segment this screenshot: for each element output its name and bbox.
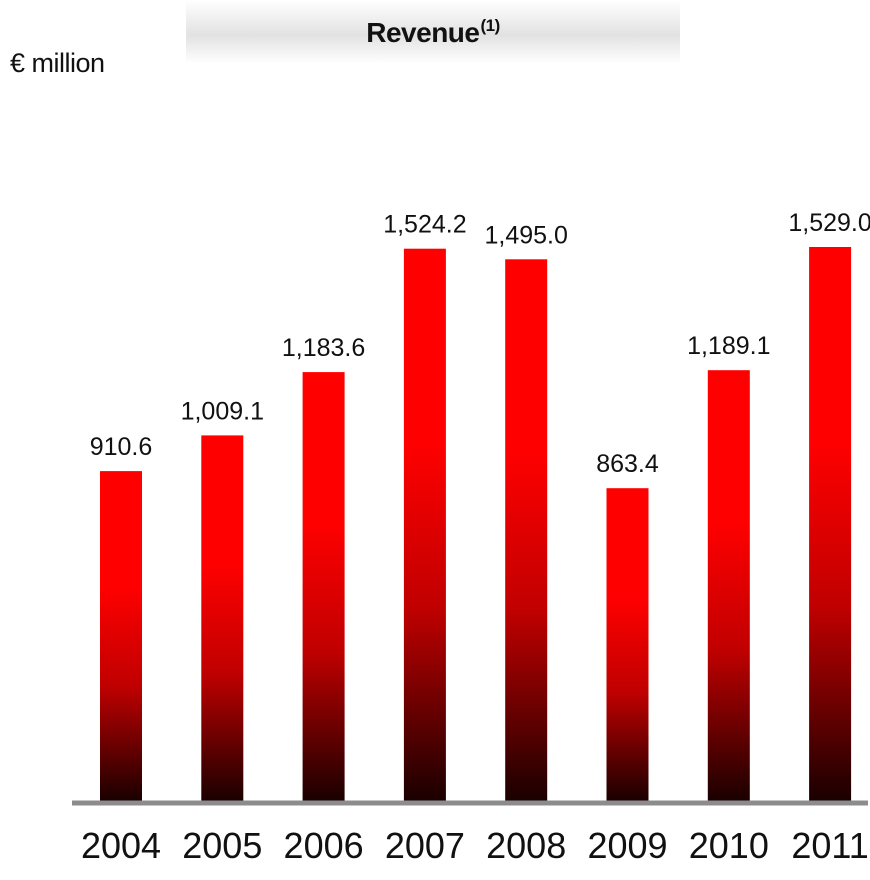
chart-title-footnote: (1): [480, 15, 500, 35]
bar-2005: [201, 435, 244, 801]
y-axis-unit-label: € million: [10, 48, 105, 78]
bar-2011: [809, 247, 852, 801]
bar-2009: [606, 488, 649, 801]
category-label-2006: 2006: [284, 825, 364, 866]
value-label-2007: 1,524.2: [383, 211, 466, 239]
chart-title-text: Revenue: [366, 16, 480, 48]
chart-title-band: Revenue(1): [186, 0, 680, 64]
value-label-2005: 1,009.1: [181, 397, 264, 425]
category-label-2007: 2007: [385, 825, 465, 866]
category-label-2004: 2004: [81, 825, 161, 866]
category-label-2005: 2005: [182, 825, 262, 866]
category-labels-group: 2004 2005 2006 2007 2008 2009 2010 2011: [81, 825, 869, 866]
value-label-2011: 1,529.0: [788, 209, 870, 237]
value-label-2008: 1,495.0: [484, 221, 567, 249]
category-label-2009: 2009: [587, 825, 667, 866]
bar-2007: [403, 248, 446, 801]
value-label-2004: 910.6: [90, 433, 153, 461]
value-labels-group: 910.6 1,009.1 1,183.6 1,524.2 1,495.0 863.4 1,…: [90, 209, 870, 478]
category-label-2010: 2010: [689, 825, 769, 866]
chart-title: Revenue(1): [366, 16, 500, 49]
value-label-2010: 1,189.1: [687, 332, 770, 360]
bar-2004: [100, 471, 142, 801]
category-label-2011: 2011: [791, 825, 868, 866]
bar-2010: [707, 370, 750, 801]
bar-2008: [505, 259, 548, 801]
bars-group: [100, 247, 852, 801]
category-label-2008: 2008: [486, 825, 566, 866]
value-label-2009: 863.4: [596, 450, 659, 478]
bar-2006: [302, 372, 345, 801]
value-label-2006: 1,183.6: [282, 334, 365, 362]
